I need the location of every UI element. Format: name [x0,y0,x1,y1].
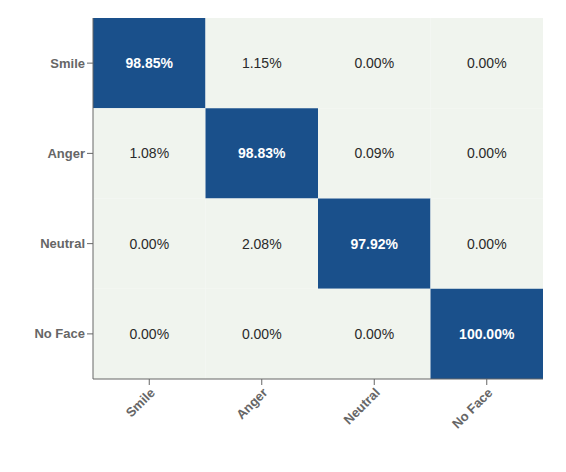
svg-text:98.83%: 98.83% [238,145,286,161]
svg-text:2.08%: 2.08% [242,236,282,252]
svg-text:No Face: No Face [34,326,85,341]
svg-text:0.00%: 0.00% [467,55,507,71]
svg-text:0.00%: 0.00% [129,236,169,252]
svg-text:Smile: Smile [123,385,158,420]
svg-text:Neutral: Neutral [40,236,85,251]
svg-text:1.08%: 1.08% [129,145,169,161]
svg-text:0.09%: 0.09% [354,145,394,161]
svg-text:0.00%: 0.00% [129,326,169,342]
svg-text:Neutral: Neutral [341,385,383,427]
svg-text:Smile: Smile [50,56,85,71]
svg-text:0.00%: 0.00% [242,326,282,342]
svg-text:97.92%: 97.92% [351,236,399,252]
svg-text:0.00%: 0.00% [354,55,394,71]
svg-text:Anger: Anger [47,146,85,161]
svg-text:1.15%: 1.15% [242,55,282,71]
svg-text:100.00%: 100.00% [459,326,515,342]
svg-text:0.00%: 0.00% [354,326,394,342]
svg-text:98.85%: 98.85% [126,55,174,71]
svg-text:0.00%: 0.00% [467,236,507,252]
svg-text:Anger: Anger [233,385,270,422]
svg-text:0.00%: 0.00% [467,145,507,161]
svg-text:No Face: No Face [449,385,495,431]
